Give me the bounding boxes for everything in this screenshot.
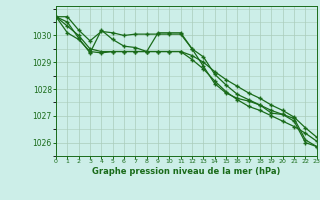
X-axis label: Graphe pression niveau de la mer (hPa): Graphe pression niveau de la mer (hPa) — [92, 167, 281, 176]
